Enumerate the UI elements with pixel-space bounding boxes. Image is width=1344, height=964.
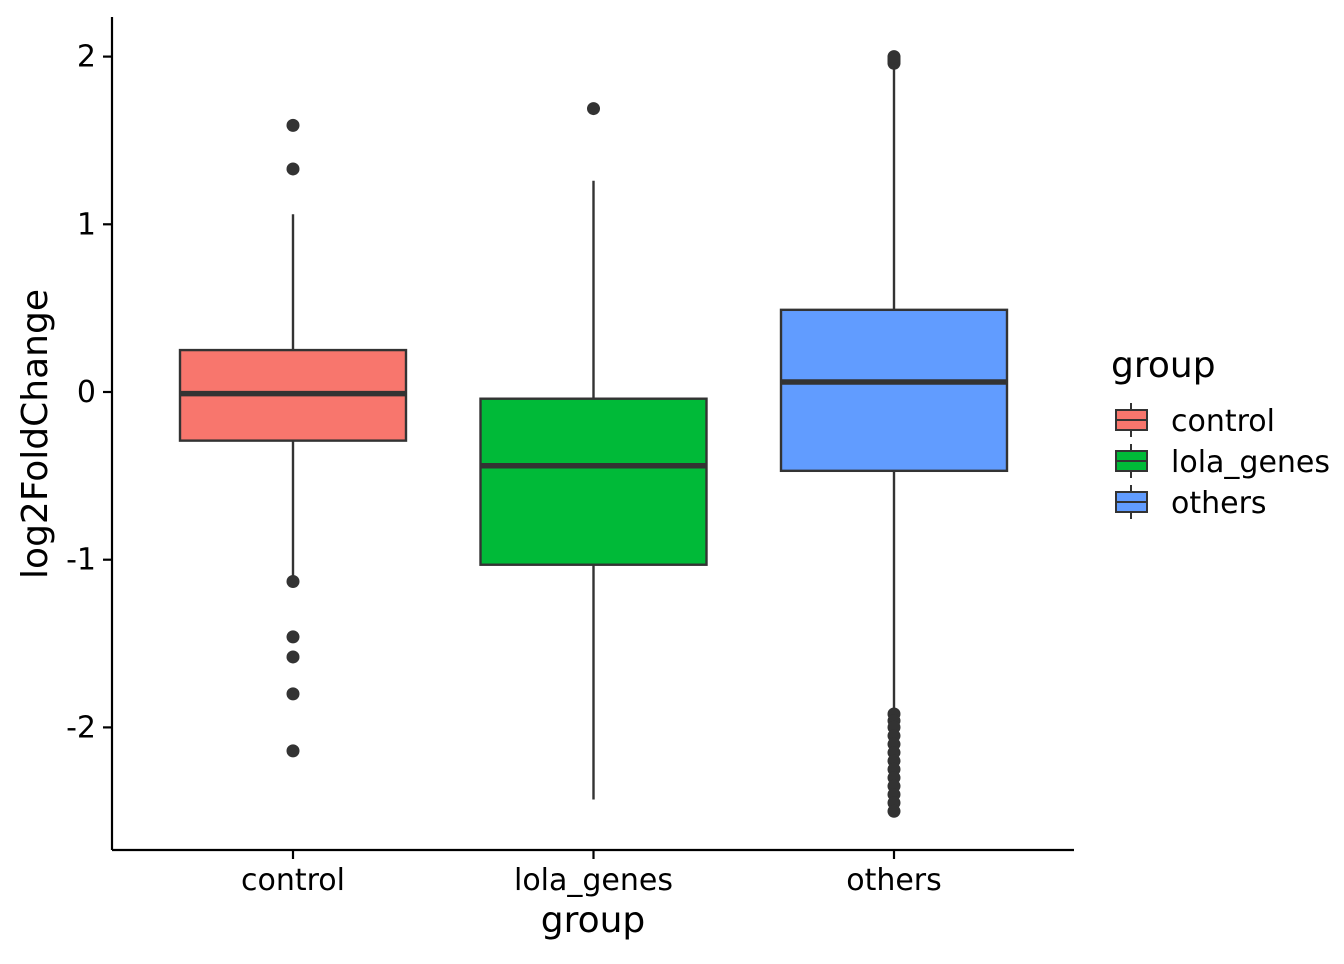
outlier-point — [887, 50, 901, 64]
y-tick-label: -2 — [66, 710, 96, 745]
y-tick-label: 2 — [77, 40, 96, 75]
legend-label: lola_genes — [1171, 445, 1330, 480]
legend-title: group — [1111, 345, 1216, 386]
outlier-point — [286, 650, 300, 664]
legend-item-lola_genes: lola_genes — [1115, 444, 1330, 480]
outlier-point — [286, 118, 300, 132]
x-tick-label: control — [241, 863, 345, 898]
y-axis-title: log2FoldChange — [15, 289, 56, 579]
outlier-point — [587, 102, 600, 116]
outlier-point — [887, 804, 901, 818]
box-lola_genes — [479, 102, 708, 800]
box-control — [178, 118, 408, 758]
y-tick-label: 1 — [77, 207, 96, 242]
box-series — [178, 50, 1009, 818]
y-tick-label: 0 — [77, 375, 96, 410]
outlier-point — [286, 630, 300, 644]
outlier-point — [286, 575, 300, 589]
box-iqr — [779, 308, 1009, 473]
x-tick-label: others — [846, 863, 942, 898]
y-tick-label: -1 — [66, 543, 96, 578]
outlier-point — [286, 162, 300, 176]
legend-label: control — [1171, 404, 1275, 439]
x-tick-label: lola_genes — [514, 863, 673, 898]
x-ticks: control lola_genes others — [241, 850, 942, 898]
outlier-point — [286, 744, 300, 758]
legend-item-control: control — [1115, 403, 1275, 439]
y-ticks: 2 1 0 -1 -2 — [66, 40, 112, 745]
box-others — [779, 50, 1009, 818]
outlier-point — [286, 687, 300, 701]
x-axis-title: group — [541, 900, 646, 941]
legend-item-others: others — [1115, 485, 1267, 521]
box-iqr — [479, 397, 708, 566]
legend-label: others — [1171, 486, 1267, 521]
